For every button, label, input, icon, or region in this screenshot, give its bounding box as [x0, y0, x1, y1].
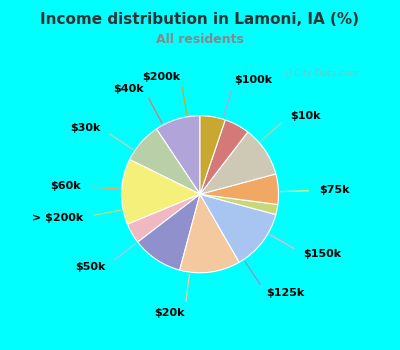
Wedge shape: [200, 174, 278, 204]
Text: $50k: $50k: [75, 262, 105, 272]
Wedge shape: [200, 116, 225, 194]
Text: $75k: $75k: [319, 186, 350, 195]
Wedge shape: [138, 194, 200, 270]
Wedge shape: [130, 129, 200, 194]
Text: All residents: All residents: [156, 33, 244, 46]
Text: $40k: $40k: [113, 84, 144, 94]
Wedge shape: [122, 160, 200, 224]
Wedge shape: [200, 194, 278, 215]
Text: $10k: $10k: [290, 111, 320, 120]
Text: $100k: $100k: [235, 75, 273, 85]
Text: $150k: $150k: [303, 249, 342, 259]
Text: $125k: $125k: [266, 288, 304, 299]
Wedge shape: [180, 194, 239, 273]
Wedge shape: [128, 194, 200, 242]
Text: Income distribution in Lamoni, IA (%): Income distribution in Lamoni, IA (%): [40, 12, 360, 27]
Text: $200k: $200k: [142, 71, 180, 82]
Wedge shape: [156, 116, 200, 194]
Text: > $200k: > $200k: [32, 212, 83, 223]
Text: $20k: $20k: [154, 308, 184, 317]
Wedge shape: [200, 132, 276, 194]
Text: $60k: $60k: [50, 181, 81, 191]
Text: ⓘ City-Data.com: ⓘ City-Data.com: [286, 69, 358, 78]
Text: $30k: $30k: [70, 123, 101, 133]
Wedge shape: [200, 194, 276, 262]
Wedge shape: [200, 120, 248, 194]
